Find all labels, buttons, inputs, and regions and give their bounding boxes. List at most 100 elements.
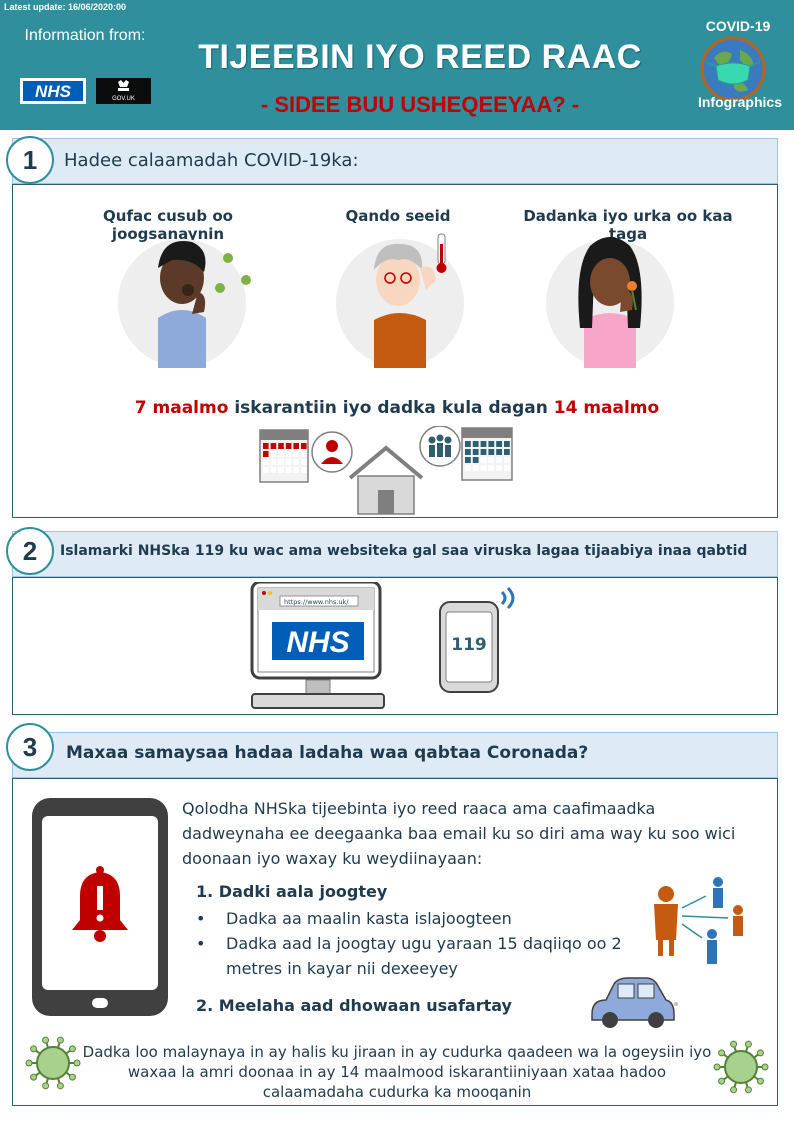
page-title: TIJEEBIN IYO REED RAAC (198, 38, 642, 76)
virus-spike-tip (756, 1077, 764, 1085)
virus-spike-tip (718, 1049, 726, 1057)
calendar-day-cell (293, 443, 299, 449)
mask-strap (705, 61, 717, 67)
coughing-person-illustration (112, 228, 252, 398)
virus-icon (215, 283, 225, 293)
calendar-day-cell (270, 459, 277, 465)
household-person-head (428, 436, 436, 444)
virus-spike-tip (68, 1073, 76, 1081)
list-item-text: Dadka aa maalin kasta islajoogteen (226, 909, 512, 928)
calendar-day-cell (472, 457, 479, 463)
virus-spike-tip (68, 1045, 76, 1053)
calendar-day-cell (496, 449, 502, 455)
isolation-days-self: 7 maalmo (134, 398, 229, 418)
calendar-day-cell (270, 443, 277, 449)
virus-core (36, 1046, 70, 1080)
phone-screen (445, 611, 493, 683)
contacts-heading: 1. Dadki aala joogtey (196, 882, 388, 901)
phone-alert-illustration (30, 796, 170, 1018)
calendar-day-cell (465, 449, 471, 455)
isolation-period: 7 maalmo iskarantiin iyo dadka kula daga… (0, 398, 794, 418)
phone-home-button (92, 998, 108, 1008)
crown-band (118, 88, 129, 91)
symptom-smell-label: Dadanka iyo urka oo kaa taga (523, 207, 733, 243)
globe-mask-graphic (700, 36, 766, 102)
section-3-header (12, 732, 778, 778)
fever-person-graphic (336, 233, 464, 368)
calendar-day-cell (488, 457, 495, 463)
bullet-dot: • (196, 909, 206, 928)
household-person-head (436, 434, 444, 442)
contact-head-icon (713, 877, 723, 887)
person-leg-icon (658, 940, 663, 956)
loss-of-smell-person-illustration (540, 228, 680, 398)
contact-body-icon (733, 916, 743, 936)
virus-spike-tip (42, 1082, 50, 1090)
window-close-icon (262, 591, 266, 595)
footer-notice: Dadka loo malaynaya in ay halis ku jiraa… (82, 1043, 712, 1101)
calendar-day-cell (278, 467, 284, 473)
person-head-icon (326, 440, 338, 452)
mask-strap (749, 61, 761, 67)
calendar-header (260, 430, 308, 440)
section-1-number: 1 (6, 136, 54, 184)
calendar-day-cell (472, 465, 479, 471)
section-2-box (12, 577, 778, 715)
crown-icon (118, 80, 129, 87)
calendar-day-cell (504, 449, 510, 455)
calendar-day-cell (480, 465, 487, 471)
arrow-line (681, 915, 729, 919)
calendar-day-cell (270, 451, 277, 457)
section-2-title: Islamarki NHSka 119 ku wac ama websiteka… (60, 543, 748, 559)
virus-spike-tip (56, 1082, 64, 1090)
calendar-day-cell (465, 457, 471, 463)
calendar-day-cell (504, 465, 510, 471)
person-body (158, 310, 206, 368)
infographics-label: Infographics (697, 94, 782, 110)
virus-spike-tip (713, 1063, 721, 1071)
calendar-day-cell (465, 441, 471, 447)
calendar-day-cell (263, 451, 269, 457)
coughing-person-graphic (118, 239, 251, 368)
virus-spike-tip (30, 1073, 38, 1081)
computer-illustration: https://www.nhs.uk/ NHS (250, 580, 386, 712)
virus-spike-tip (25, 1059, 33, 1067)
signal-icon (506, 586, 515, 610)
virus-spike-tip (30, 1045, 38, 1053)
virus-spike-tip (761, 1063, 769, 1071)
virus-spike-tip (744, 1086, 752, 1094)
car-window (637, 983, 655, 999)
calendar-day-cell (480, 457, 487, 463)
person-body (584, 313, 636, 368)
calendar-cells (263, 443, 307, 473)
contact-tracing-graphic (654, 877, 743, 964)
calendar-day-cell (480, 449, 487, 455)
calendar-day-cell (472, 449, 479, 455)
nhs-logo-text: NHS (35, 82, 72, 101)
bell-top (96, 866, 104, 874)
gov-uk-logo: GOV.UK (96, 78, 151, 104)
calendar-day-cell (301, 467, 307, 473)
contact-head-icon (707, 929, 717, 939)
phone-119-illustration: 119 (438, 586, 524, 696)
face-mask (715, 62, 751, 85)
car-icon (588, 974, 680, 1032)
virus-spike-tip (42, 1036, 50, 1044)
calendar-day-cell (496, 441, 502, 447)
person-hand (192, 292, 206, 314)
car-graphic (591, 977, 678, 1028)
person-hand (420, 266, 436, 290)
travel-heading: 2. Meelaha aad dhowaan usafartay (196, 996, 512, 1015)
bullet-dot: • (196, 934, 206, 953)
exhaust-puff (674, 1002, 678, 1006)
person-head (590, 258, 630, 306)
virus-graphic (713, 1040, 769, 1094)
household-person-body (445, 445, 451, 457)
section-3-number: 3 (6, 723, 54, 771)
calendar-day-cell (301, 459, 307, 465)
household-person-head (444, 436, 452, 444)
virus-icon (241, 275, 251, 285)
address-url: https://www.nhs.uk/ (284, 598, 349, 606)
calendar-day-cell (278, 443, 284, 449)
continent-shape (714, 51, 732, 66)
